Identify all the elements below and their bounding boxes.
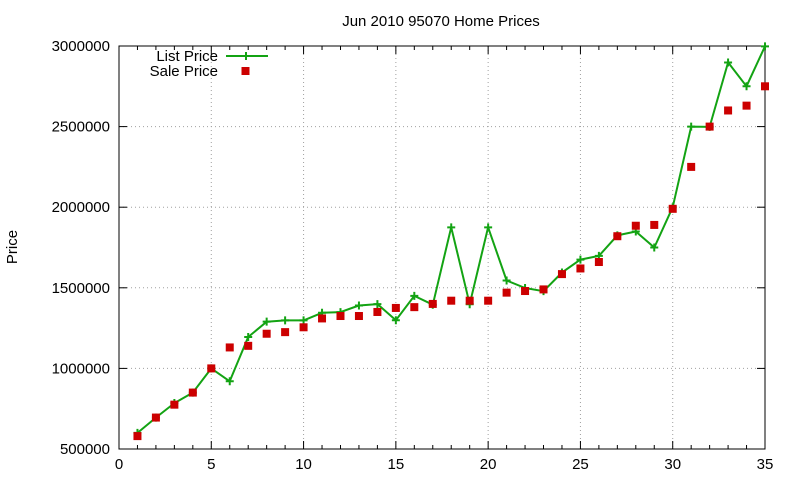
plot-frame	[118, 45, 766, 450]
data-point-sale-price	[557, 270, 566, 279]
x-tick-label: 20	[480, 456, 497, 473]
y-tick-label: 3000000	[52, 38, 110, 55]
data-point-list-price	[484, 223, 493, 232]
data-point-sale-price	[391, 303, 400, 312]
axis-ticks: 0 5 10 15 20 25 30 35 500000 1000000 1500000 200000…	[52, 38, 774, 473]
data-point-list-price	[225, 377, 234, 386]
data-point-list-price	[650, 243, 659, 252]
data-point-sale-price	[299, 323, 308, 332]
data-point-sale-price	[354, 312, 363, 321]
data-point-sale-price	[225, 343, 234, 352]
x-tick-label: 0	[115, 456, 123, 473]
data-point-list-price	[391, 316, 400, 325]
data-point-sale-price	[502, 288, 511, 297]
data-point-sale-price	[576, 264, 585, 273]
grid	[119, 46, 765, 449]
data-point-list-price	[576, 255, 585, 264]
y-axis-label: Price	[4, 230, 21, 264]
data-point-sale-price	[207, 364, 216, 373]
legend-label-list-price: List Price	[156, 48, 218, 65]
data-point-sale-price	[244, 341, 253, 350]
data-point-list-price	[761, 42, 769, 51]
series-line-list-price	[136, 45, 766, 434]
x-tick-label: 25	[572, 456, 589, 473]
data-point-sale-price	[484, 296, 493, 305]
data-point-sale-price	[262, 329, 271, 338]
data-point-sale-price	[373, 307, 382, 316]
y-tick-label: 2500000	[52, 119, 110, 136]
data-point-sale-price	[133, 432, 142, 441]
series-sale-price	[133, 82, 769, 441]
data-point-sale-price	[650, 220, 659, 229]
data-point-list-price	[410, 291, 419, 300]
legend: List Price Sale Price	[150, 48, 268, 80]
data-point-sale-price	[742, 101, 751, 110]
data-point-sale-price	[336, 312, 345, 321]
series-list-price	[133, 42, 769, 437]
data-point-sale-price	[447, 296, 456, 305]
data-point-list-price	[447, 223, 456, 232]
data-point-sale-price	[465, 296, 474, 305]
data-point-sale-price	[151, 413, 160, 422]
data-point-list-price	[687, 122, 696, 131]
data-point-list-price	[262, 317, 271, 326]
data-point-sale-price	[170, 400, 179, 409]
data-point-sale-price	[428, 299, 437, 308]
data-point-sale-price	[188, 388, 197, 397]
data-point-list-price	[373, 300, 382, 309]
y-tick-label: 500000	[60, 441, 110, 458]
data-point-sale-price	[594, 258, 603, 267]
x-tick-label: 5	[207, 456, 215, 473]
data-point-sale-price	[521, 287, 530, 296]
data-point-list-price	[299, 316, 308, 325]
data-point-sale-price	[613, 232, 622, 241]
legend-marker-sale-price	[241, 67, 250, 75]
legend-label-sale-price: Sale Price	[150, 63, 218, 80]
y-tick-label: 2000000	[52, 199, 110, 216]
data-point-sale-price	[687, 162, 696, 171]
data-point-list-price	[724, 58, 733, 67]
data-point-sale-price	[724, 106, 733, 115]
data-point-list-price	[354, 301, 363, 310]
data-point-sale-price	[318, 314, 327, 323]
x-tick-label: 15	[388, 456, 405, 473]
series	[133, 42, 769, 441]
data-point-sale-price	[281, 328, 290, 337]
x-tick-label: 30	[664, 456, 681, 473]
x-tick-label: 35	[757, 456, 774, 473]
x-tick-label: 10	[295, 456, 312, 473]
data-point-sale-price	[631, 221, 640, 230]
legend-marker-list-price	[242, 52, 250, 60]
data-point-list-price	[742, 82, 751, 91]
data-point-list-price	[244, 332, 253, 341]
chart-title: Jun 2010 95070 Home Prices	[342, 13, 540, 30]
data-point-sale-price	[539, 285, 548, 294]
data-point-sale-price	[705, 122, 714, 131]
y-tick-label: 1500000	[52, 280, 110, 297]
data-point-sale-price	[410, 303, 419, 312]
data-point-list-price	[502, 276, 511, 285]
data-point-list-price	[281, 316, 290, 325]
data-point-sale-price	[761, 82, 769, 91]
y-tick-label: 1000000	[52, 360, 110, 377]
data-point-sale-price	[668, 204, 677, 213]
